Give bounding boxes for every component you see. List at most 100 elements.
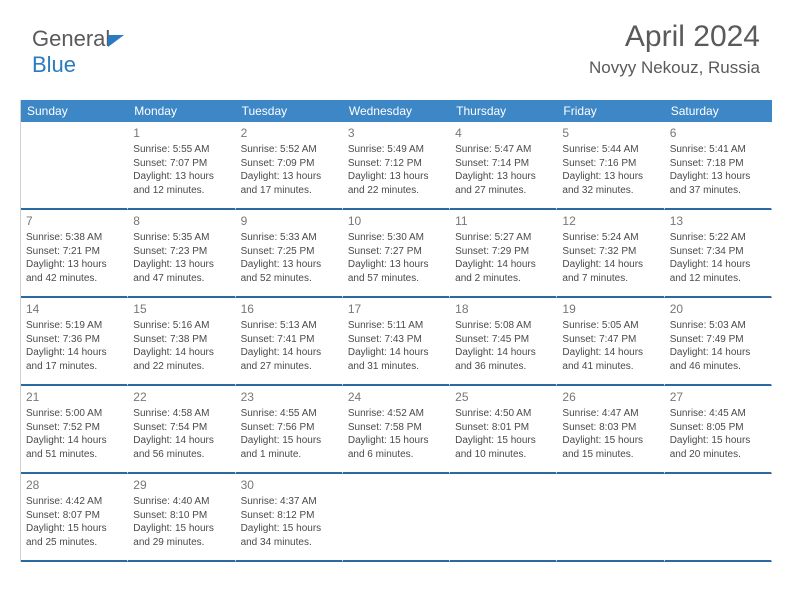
sunrise-line: Sunrise: 5:05 AM [562,319,658,333]
sunset-line: Sunset: 8:05 PM [670,421,766,435]
day-number: 24 [348,389,444,405]
daylight-line: Daylight: 13 hours and 52 minutes. [241,258,337,285]
calendar-cell: 3Sunrise: 5:49 AMSunset: 7:12 PMDaylight… [343,122,450,210]
calendar-cell: 2Sunrise: 5:52 AMSunset: 7:09 PMDaylight… [236,122,343,210]
calendar-cell: 4Sunrise: 5:47 AMSunset: 7:14 PMDaylight… [450,122,557,210]
sunrise-line: Sunrise: 4:47 AM [562,407,658,421]
calendar-cell: 13Sunrise: 5:22 AMSunset: 7:34 PMDayligh… [665,210,772,298]
calendar-cell: 24Sunrise: 4:52 AMSunset: 7:58 PMDayligh… [343,386,450,474]
sunset-line: Sunset: 7:23 PM [133,245,229,259]
calendar-cell-empty [343,474,450,562]
sunrise-line: Sunrise: 5:08 AM [455,319,551,333]
day-number: 7 [26,213,122,229]
calendar-cell: 11Sunrise: 5:27 AMSunset: 7:29 PMDayligh… [450,210,557,298]
sunset-line: Sunset: 7:12 PM [348,157,444,171]
day-number: 10 [348,213,444,229]
calendar-cell: 10 Sunrise: 5:30 AMSunset: 7:27 PMDayligh… [343,210,450,298]
day-header: Tuesday [236,100,343,122]
sunset-line: Sunset: 7:41 PM [241,333,337,347]
sunrise-line: Sunrise: 5:13 AM [241,319,337,333]
day-number: 30 [241,477,337,493]
daylight-line: Daylight: 13 hours and 22 minutes. [348,170,444,197]
calendar-cell: 29Sunrise: 4:40 AMSunset: 8:10 PMDayligh… [128,474,235,562]
daylight-line: Daylight: 13 hours and 37 minutes. [670,170,766,197]
sunset-line: Sunset: 7:09 PM [241,157,337,171]
day-number: 20 [670,301,766,317]
sunrise-line: Sunrise: 5:41 AM [670,143,766,157]
day-number: 1 [133,125,229,141]
calendar-cell: 26Sunrise: 4:47 AMSunset: 8:03 PMDayligh… [557,386,664,474]
day-number: 21 [26,389,122,405]
day-number: 29 [133,477,229,493]
calendar-cell: 20 Sunrise: 5:03 AMSunset: 7:49 PMDayligh… [665,298,772,386]
day-number: 19 [562,301,658,317]
sunrise-line: Sunrise: 5:03 AM [670,319,766,333]
day-number: 14 [26,301,122,317]
day-number: 15 [133,301,229,317]
calendar-cell: 12Sunrise: 5:24 AMSunset: 7:32 PMDayligh… [557,210,664,298]
sunset-line: Sunset: 8:01 PM [455,421,551,435]
day-number: 2 [241,125,337,141]
day-number: 22 [133,389,229,405]
sunrise-line: Sunrise: 5:11 AM [348,319,444,333]
daylight-line: Daylight: 15 hours and 34 minutes. [241,522,337,549]
day-header: Monday [128,100,235,122]
calendar-cell: 28 Sunrise: 4:42 AMSunset: 8:07 PMDayligh… [21,474,128,562]
sunset-line: Sunset: 7:56 PM [241,421,337,435]
calendar-cell: 15Sunrise: 5:16 AMSunset: 7:38 PMDayligh… [128,298,235,386]
day-number: 28 [26,477,122,493]
daylight-line: Daylight: 13 hours and 12 minutes. [133,170,229,197]
calendar-cell: 30Sunrise: 4:37 AMSunset: 8:12 PMDayligh… [236,474,343,562]
calendar-cell: 5Sunrise: 5:44 AMSunset: 7:16 PMDaylight… [557,122,664,210]
daylight-line: Daylight: 14 hours and 27 minutes. [241,346,337,373]
day-header: Wednesday [343,100,450,122]
daylight-line: Daylight: 13 hours and 57 minutes. [348,258,444,285]
sunrise-line: Sunrise: 4:50 AM [455,407,551,421]
sunrise-line: Sunrise: 4:58 AM [133,407,229,421]
calendar-cell: 21Sunrise: 5:00 AMSunset: 7:52 PMDayligh… [21,386,128,474]
sunset-line: Sunset: 7:07 PM [133,157,229,171]
day-number: 5 [562,125,658,141]
sunset-line: Sunset: 8:12 PM [241,509,337,523]
daylight-line: Daylight: 15 hours and 20 minutes. [670,434,766,461]
page-title-block: April 2024 Novyy Nekouz, Russia [589,20,760,78]
daylight-line: Daylight: 14 hours and 17 minutes. [26,346,122,373]
daylight-line: Daylight: 15 hours and 10 minutes. [455,434,551,461]
day-header: Thursday [450,100,557,122]
sunset-line: Sunset: 7:29 PM [455,245,551,259]
daylight-line: Daylight: 14 hours and 22 minutes. [133,346,229,373]
sunrise-line: Sunrise: 5:27 AM [455,231,551,245]
sunset-line: Sunset: 8:10 PM [133,509,229,523]
day-number: 6 [670,125,766,141]
sunset-line: Sunset: 7:14 PM [455,157,551,171]
daylight-line: Daylight: 13 hours and 17 minutes. [241,170,337,197]
calendar-cell-empty [450,474,557,562]
calendar-cell: 17Sunrise: 5:11 AMSunset: 7:43 PMDayligh… [343,298,450,386]
day-number: 16 [241,301,337,317]
day-header: Saturday [665,100,772,122]
sunset-line: Sunset: 7:16 PM [562,157,658,171]
brand-part1: General [32,26,110,51]
sunrise-line: Sunrise: 5:16 AM [133,319,229,333]
day-header: Friday [557,100,664,122]
sunset-line: Sunset: 7:27 PM [348,245,444,259]
daylight-line: Daylight: 15 hours and 25 minutes. [26,522,122,549]
sunset-line: Sunset: 7:49 PM [670,333,766,347]
calendar-cell: 14Sunrise: 5:19 AMSunset: 7:36 PMDayligh… [21,298,128,386]
sunrise-line: Sunrise: 5:33 AM [241,231,337,245]
calendar-cell-empty [21,122,128,210]
calendar-cell: 18Sunrise: 5:08 AMSunset: 7:45 PMDayligh… [450,298,557,386]
calendar-cell: 25 Sunrise: 4:50 AMSunset: 8:01 PMDayligh… [450,386,557,474]
sunrise-line: Sunrise: 4:45 AM [670,407,766,421]
brand-triangle-icon [108,35,124,47]
day-number: 11 [455,213,551,229]
day-number: 25 [455,389,551,405]
day-number: 3 [348,125,444,141]
sunrise-line: Sunrise: 5:19 AM [26,319,122,333]
daylight-line: Daylight: 13 hours and 42 minutes. [26,258,122,285]
sunrise-line: Sunrise: 4:42 AM [26,495,122,509]
calendar-cell: 22Sunrise: 4:58 AMSunset: 7:54 PMDayligh… [128,386,235,474]
sunrise-line: Sunrise: 5:30 AM [348,231,444,245]
sunset-line: Sunset: 8:07 PM [26,509,122,523]
daylight-line: Daylight: 14 hours and 46 minutes. [670,346,766,373]
